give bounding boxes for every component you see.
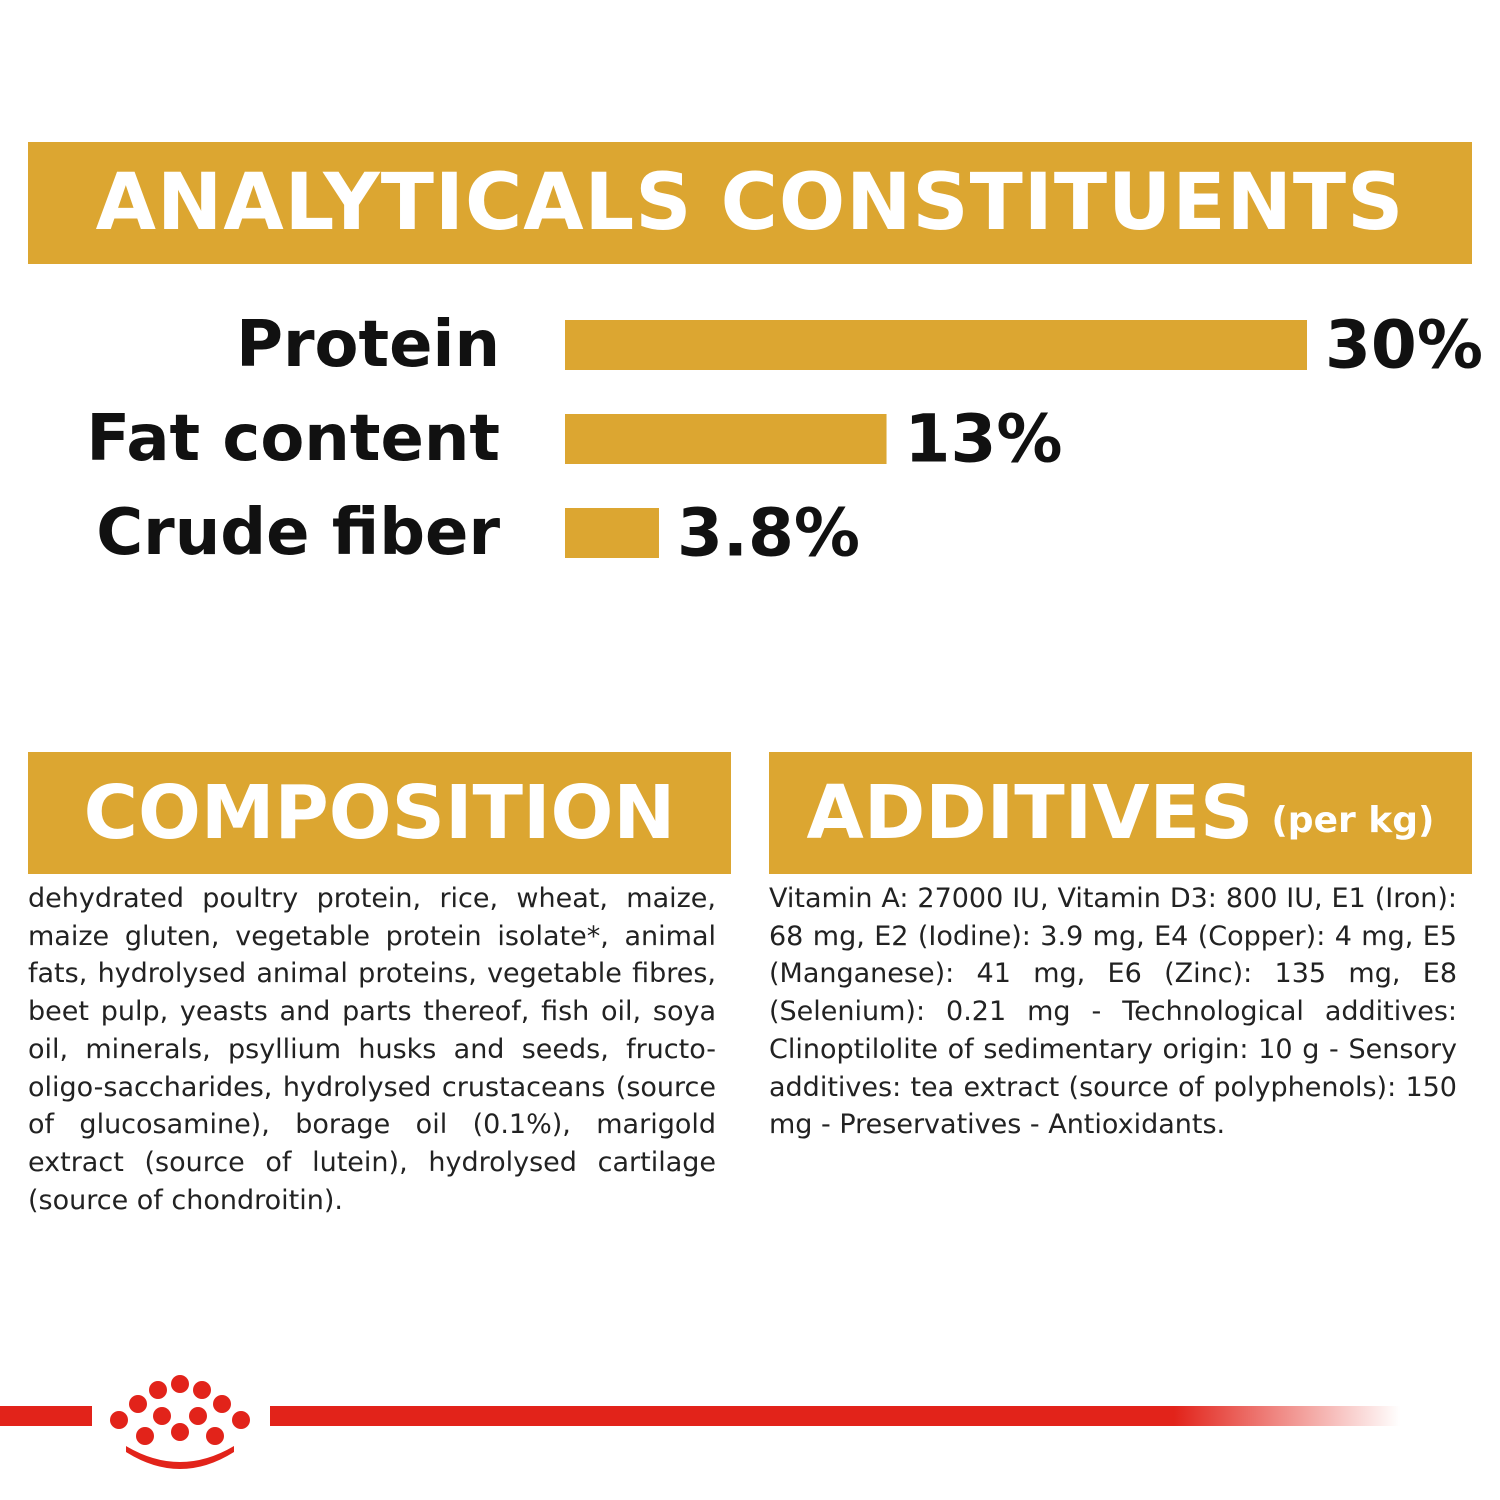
category-label: Crude fiber	[96, 496, 500, 570]
value-label: 30%	[1325, 307, 1483, 384]
additives-text: Vitamin A: 27000 IU, Vitamin D3: 800 IU,…	[769, 883, 1457, 1141]
composition-text: dehydrated poultry protein, rice, wheat,…	[28, 883, 716, 1216]
bar	[565, 414, 887, 464]
analytics-heading: ANALYTICALS CONSTITUENTS	[95, 158, 1405, 248]
additives-banner: ADDITIVES (per kg)	[769, 752, 1472, 874]
constituents-chart: Protein 30% Fat content 13% Crude fiber 3.8%	[86, 307, 1483, 572]
value-label: 13%	[905, 401, 1063, 478]
category-label: Protein	[236, 308, 500, 382]
footer-brand-strip	[0, 1375, 1400, 1469]
category-label: Fat content	[86, 402, 500, 476]
red-line-right	[270, 1406, 1400, 1426]
composition-heading: COMPOSITION	[83, 770, 676, 856]
additives-heading: ADDITIVES	[806, 770, 1254, 856]
red-line-left	[0, 1406, 92, 1426]
composition-banner: COMPOSITION	[28, 752, 731, 874]
bar	[565, 508, 659, 558]
analytics-banner: ANALYTICALS CONSTITUENTS	[28, 142, 1472, 264]
bar	[565, 320, 1307, 370]
value-label: 3.8%	[677, 495, 860, 572]
royal-canin-crown-icon	[110, 1375, 250, 1469]
additives-heading-suffix: (per kg)	[1271, 799, 1435, 841]
